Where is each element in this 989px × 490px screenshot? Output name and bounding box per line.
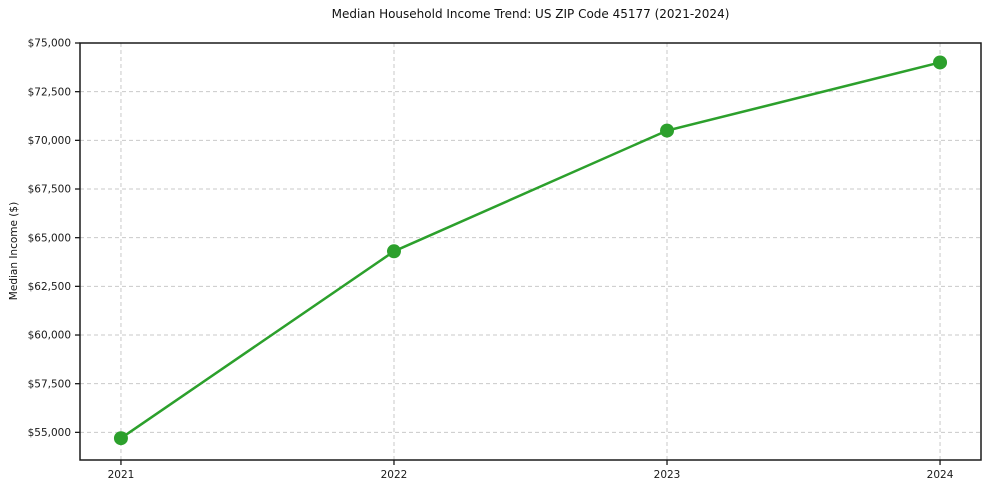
data-point-marker bbox=[386, 244, 401, 259]
y-axis: $55,000 $57,500 $60,000 $62,500 $65,000 $67,5… bbox=[28, 38, 80, 439]
x-tick-label: 2023 bbox=[654, 469, 681, 481]
y-tick-label: $57,500 bbox=[28, 378, 71, 390]
y-tick-label: $60,000 bbox=[28, 330, 71, 342]
x-tick-label: 2024 bbox=[927, 469, 954, 481]
grid-lines bbox=[80, 42, 981, 460]
x-tick-label: 2021 bbox=[108, 469, 135, 481]
data-point-marker bbox=[933, 55, 948, 70]
y-tick-label: $70,000 bbox=[28, 135, 71, 147]
y-tick-label: $62,500 bbox=[28, 281, 71, 293]
y-tick-label: $75,000 bbox=[28, 38, 71, 50]
y-tick-label: $55,000 bbox=[28, 427, 71, 439]
data-point-marker bbox=[660, 123, 675, 138]
chart-title: Median Household Income Trend: US ZIP Co… bbox=[331, 7, 730, 21]
y-tick-label: $67,500 bbox=[28, 184, 71, 196]
data-point-marker bbox=[113, 431, 128, 446]
x-axis: 2021 2022 2023 2024 bbox=[108, 460, 954, 481]
income-trend-line bbox=[119, 61, 942, 440]
x-tick-label: 2022 bbox=[381, 469, 408, 481]
plot-border bbox=[79, 42, 982, 461]
y-tick-label: $72,500 bbox=[28, 86, 71, 98]
y-tick-label: $65,000 bbox=[28, 232, 71, 244]
